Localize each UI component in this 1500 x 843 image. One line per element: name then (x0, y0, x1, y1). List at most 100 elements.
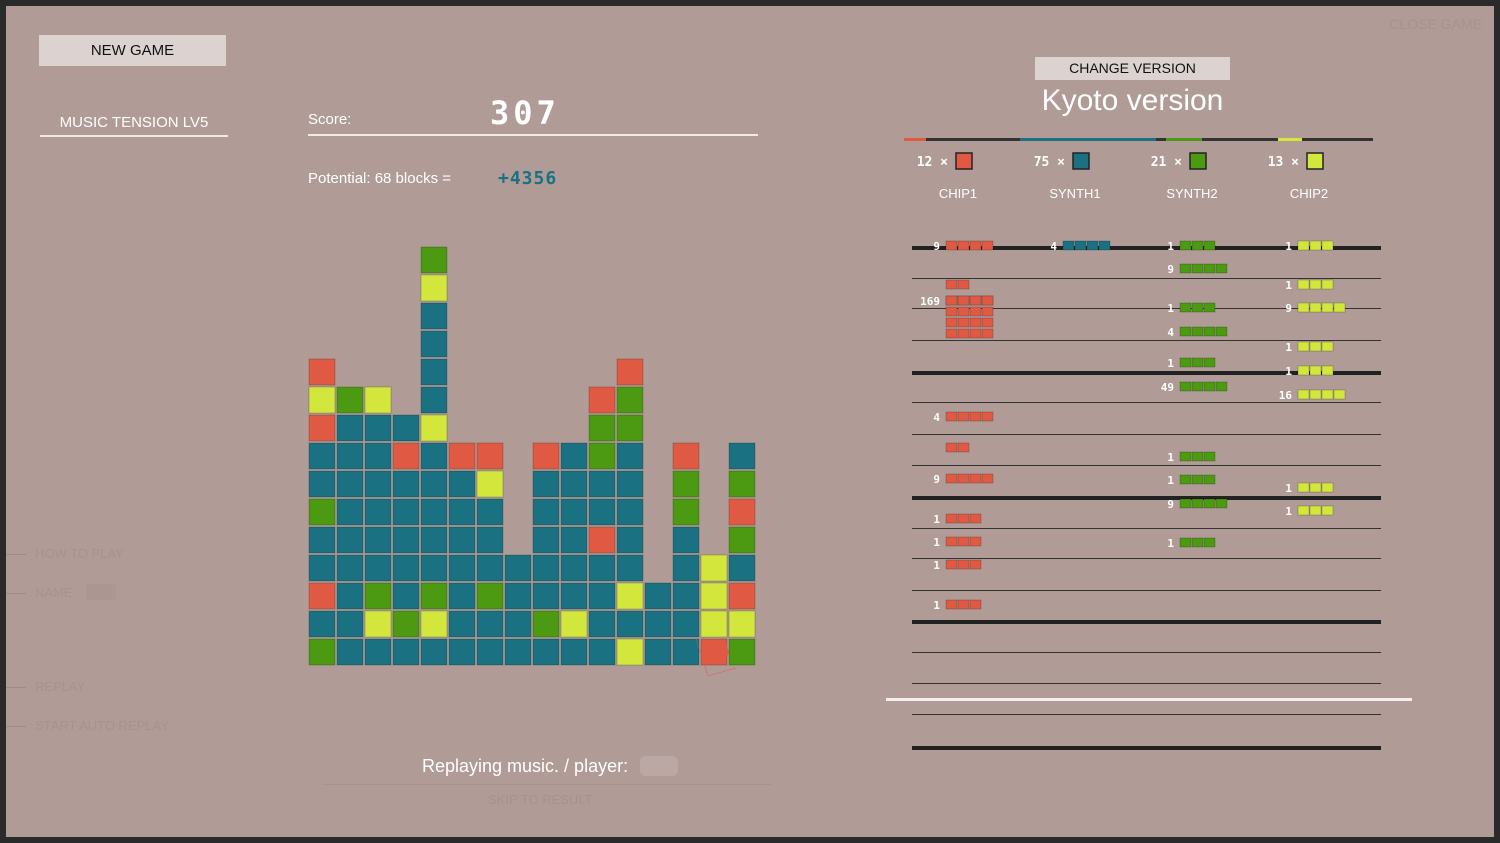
board-block (532, 638, 560, 666)
board-block (616, 498, 644, 526)
board-block (588, 554, 616, 582)
piece-row (945, 559, 982, 570)
piece-count: 1 (1167, 357, 1174, 370)
board-block (308, 470, 336, 498)
piece-count: 16 (1279, 389, 1293, 402)
board-block (392, 638, 420, 666)
board-block (364, 526, 392, 554)
board-block (336, 386, 364, 414)
piece-count: 1 (933, 513, 940, 526)
board-block (560, 526, 588, 554)
piece-count: 1 (1167, 537, 1174, 550)
board-block (364, 582, 392, 610)
auto-replay-link[interactable]: START AUTO REPLAY (35, 718, 169, 733)
board-block (336, 442, 364, 470)
piece-count: 49 (1161, 381, 1174, 394)
piece-row (1297, 240, 1334, 251)
piece-count: 9 (1167, 263, 1174, 276)
board-block (448, 470, 476, 498)
board-block (644, 582, 672, 610)
board-block (616, 610, 644, 638)
board-block (700, 554, 728, 582)
piece-row (1179, 498, 1228, 509)
piece-row (945, 240, 994, 251)
board-block (476, 526, 504, 554)
piece-row (945, 536, 982, 547)
score-label: Score: (308, 111, 352, 128)
board-block (616, 386, 644, 414)
piece-row (945, 473, 994, 484)
board-block (336, 526, 364, 554)
close-game-button[interactable]: CLOSE GAME (1389, 16, 1482, 32)
piece-count: 4 (933, 411, 940, 424)
game-board[interactable] (306, 206, 766, 676)
how-to-play-link[interactable]: HOW TO PLAY (35, 546, 124, 561)
name-link[interactable]: NAME (35, 585, 73, 600)
piece-count: 9 (933, 240, 940, 253)
board-block (308, 638, 336, 666)
board-block (672, 526, 700, 554)
piece-count: 1 (1285, 341, 1292, 354)
replay-link[interactable]: REPLAY (35, 679, 86, 694)
change-version-button[interactable]: CHANGE VERSION (1035, 57, 1230, 80)
board-block (336, 610, 364, 638)
board-block (476, 610, 504, 638)
piece-row (1062, 240, 1111, 251)
board-block (616, 554, 644, 582)
skip-to-result-button[interactable]: SKIP TO RESULT (488, 792, 593, 807)
instrument-count: 75 × (1034, 155, 1065, 170)
board-block (672, 498, 700, 526)
piece-row (1179, 537, 1216, 548)
board-block (588, 582, 616, 610)
board-block (448, 442, 476, 470)
game-window: NEW GAME MUSIC TENSION LV5 CLOSE GAME HO… (6, 6, 1494, 837)
board-block (588, 414, 616, 442)
board-block (644, 610, 672, 638)
board-block (532, 582, 560, 610)
board-block (532, 470, 560, 498)
board-block (588, 386, 616, 414)
instrument-count: 13 × (1268, 155, 1299, 170)
board-block (504, 638, 532, 666)
score-underline (308, 134, 758, 136)
board-block (420, 470, 448, 498)
version-title: Kyoto version (1041, 84, 1224, 117)
board-block (448, 526, 476, 554)
board-block (532, 442, 560, 470)
board-block (728, 638, 756, 666)
mode-tab[interactable]: MUSIC TENSION LV5 (40, 114, 228, 137)
piece-count: 4 (1050, 240, 1057, 253)
board-block (476, 638, 504, 666)
board-block (616, 414, 644, 442)
name-value-blurred (86, 584, 116, 600)
instrument-count: 12 × (917, 155, 948, 170)
board-block (588, 442, 616, 470)
board-block (560, 470, 588, 498)
board-block (420, 358, 448, 386)
board-block (392, 610, 420, 638)
board-block (420, 302, 448, 330)
piece-row (1179, 263, 1228, 274)
board-block (672, 638, 700, 666)
board-block (728, 498, 756, 526)
piece-row (1297, 365, 1334, 376)
instrument-name: SYNTH2 (1166, 186, 1217, 201)
player-name-blurred (640, 756, 678, 776)
piece-row (1297, 279, 1334, 290)
new-game-button[interactable]: NEW GAME (39, 35, 226, 66)
score-value: 307 (490, 94, 560, 132)
board-block (364, 498, 392, 526)
piece-row (1179, 302, 1216, 313)
piece-row (945, 306, 994, 317)
board-block (672, 554, 700, 582)
board-block (644, 638, 672, 666)
board-block (420, 274, 448, 302)
piece-count: 1 (933, 559, 940, 572)
board-block (532, 526, 560, 554)
board-block (588, 526, 616, 554)
board-block (560, 638, 588, 666)
board-block (392, 470, 420, 498)
piece-row (945, 279, 970, 290)
board-block (420, 498, 448, 526)
piece-count: 1 (1167, 451, 1174, 464)
